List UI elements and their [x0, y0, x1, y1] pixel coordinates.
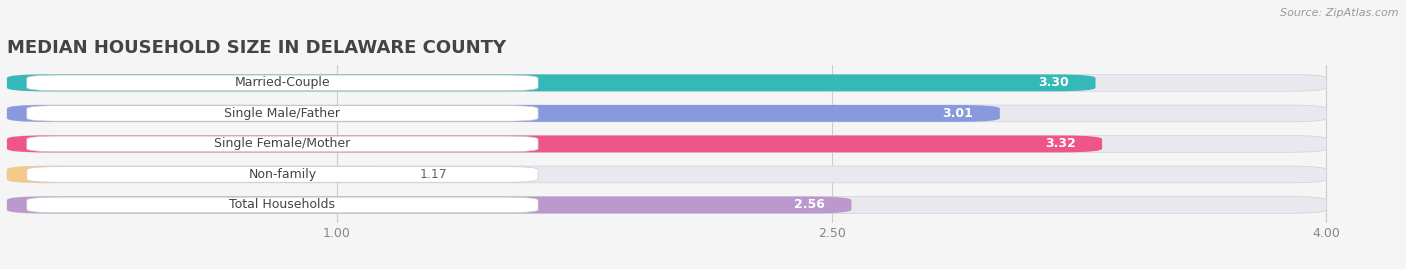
FancyBboxPatch shape — [7, 75, 1326, 91]
Text: Total Households: Total Households — [229, 199, 336, 211]
Text: 2.56: 2.56 — [794, 199, 825, 211]
FancyBboxPatch shape — [7, 105, 1000, 122]
FancyBboxPatch shape — [27, 197, 538, 213]
Text: MEDIAN HOUSEHOLD SIZE IN DELAWARE COUNTY: MEDIAN HOUSEHOLD SIZE IN DELAWARE COUNTY — [7, 40, 506, 58]
FancyBboxPatch shape — [27, 75, 538, 91]
FancyBboxPatch shape — [7, 75, 1095, 91]
FancyBboxPatch shape — [7, 197, 852, 213]
Text: Single Male/Father: Single Male/Father — [225, 107, 340, 120]
FancyBboxPatch shape — [27, 167, 538, 182]
FancyBboxPatch shape — [27, 106, 538, 121]
Text: 1.17: 1.17 — [419, 168, 447, 181]
FancyBboxPatch shape — [7, 136, 1326, 152]
Text: Non-family: Non-family — [249, 168, 316, 181]
FancyBboxPatch shape — [7, 166, 392, 183]
FancyBboxPatch shape — [27, 136, 538, 152]
Text: 3.01: 3.01 — [942, 107, 973, 120]
Text: Married-Couple: Married-Couple — [235, 76, 330, 89]
FancyBboxPatch shape — [7, 166, 1326, 183]
Text: Source: ZipAtlas.com: Source: ZipAtlas.com — [1281, 8, 1399, 18]
Text: 3.30: 3.30 — [1039, 76, 1069, 89]
FancyBboxPatch shape — [7, 197, 1326, 213]
Text: 3.32: 3.32 — [1045, 137, 1076, 150]
FancyBboxPatch shape — [7, 105, 1326, 122]
FancyBboxPatch shape — [7, 136, 1102, 152]
Text: Single Female/Mother: Single Female/Mother — [214, 137, 350, 150]
